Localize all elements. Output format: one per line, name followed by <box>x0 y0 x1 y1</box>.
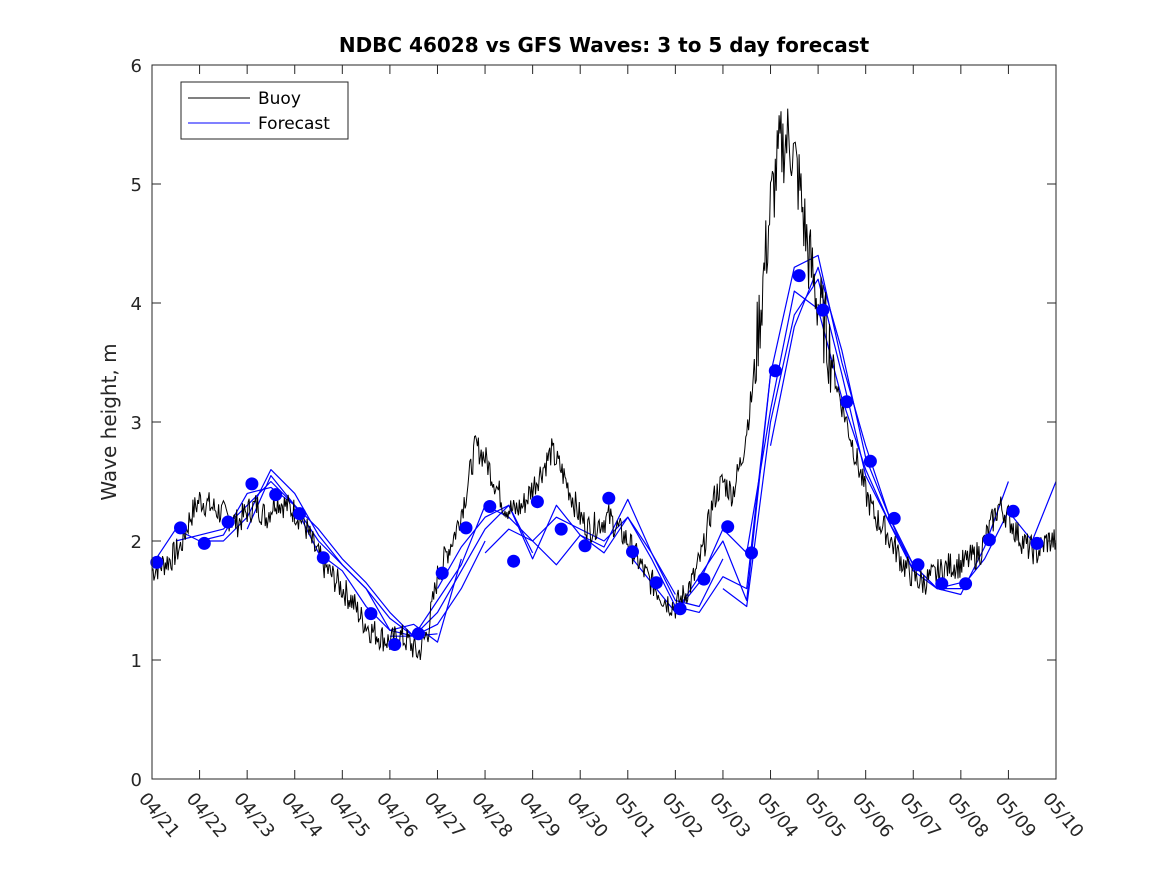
x-tick-label: 04/27 <box>420 789 469 842</box>
y-axis-label: Wave height, m <box>97 343 121 500</box>
forecast-marker <box>221 515 235 529</box>
forecast-marker <box>364 607 378 621</box>
legend-label-forecast: Forecast <box>258 114 330 134</box>
forecast-marker <box>1030 536 1044 550</box>
forecast-marker <box>174 521 187 535</box>
forecast-marker <box>435 566 449 580</box>
forecast-marker <box>959 577 973 591</box>
x-tick-label: 04/26 <box>372 789 421 842</box>
forecast-marker <box>982 533 996 547</box>
forecast-marker <box>197 536 211 550</box>
x-tick-label: 04/30 <box>562 789 611 842</box>
forecast-marker <box>1006 504 1020 518</box>
forecast-run-line-6 <box>484 374 772 614</box>
x-tick-label: 04/23 <box>229 789 278 842</box>
y-tick-label: 5 <box>131 175 142 196</box>
x-tick-label: 05/07 <box>895 789 944 842</box>
x-tick-label: 04/29 <box>515 789 564 842</box>
forecast-marker <box>459 521 473 535</box>
x-tick-label: 05/04 <box>753 789 802 842</box>
forecast-marker <box>245 477 259 491</box>
x-tick-label: 05/01 <box>610 789 659 842</box>
forecast-marker <box>792 269 806 283</box>
forecast-marker <box>673 602 687 616</box>
forecast-marker <box>388 638 402 651</box>
x-tick-label: 05/02 <box>658 789 707 842</box>
forecast-marker <box>150 555 164 569</box>
x-tick-label: 04/24 <box>277 789 326 842</box>
y-axis: 0 1 2 3 4 5 6 <box>131 56 1056 791</box>
plot-background <box>152 65 1056 779</box>
forecast-marker <box>911 558 925 572</box>
y-tick-label: 4 <box>131 294 142 315</box>
forecast-marker <box>411 627 425 641</box>
forecast-marker <box>626 545 639 559</box>
forecast-run-line-9 <box>722 278 1009 608</box>
forecast-marker <box>602 491 616 505</box>
forecast-marker <box>530 495 544 509</box>
forecast-marker <box>768 364 782 378</box>
legend-box <box>180 81 349 140</box>
x-tick-label: 05/06 <box>848 789 897 842</box>
forecast-marker <box>935 577 949 591</box>
forecast-marker <box>887 511 901 525</box>
forecast-marker <box>745 546 758 560</box>
forecast-marker <box>816 303 830 317</box>
x-tick-label: 05/03 <box>705 789 754 842</box>
x-tick-label: 04/22 <box>182 789 231 842</box>
x-tick-label: 05/05 <box>800 789 849 842</box>
forecast-marker <box>863 454 877 468</box>
forecast-marker <box>578 539 592 553</box>
forecast-run-line-1 <box>175 480 462 643</box>
legend: Buoy Forecast <box>180 81 349 140</box>
forecast-marker <box>721 520 735 534</box>
forecast-marker <box>554 522 568 536</box>
x-tick-label: 04/25 <box>324 789 373 842</box>
forecast-marker <box>840 395 854 409</box>
forecast-marker <box>697 572 711 586</box>
y-tick-label: 0 <box>131 770 142 791</box>
forecast-run-line-3 <box>246 475 534 637</box>
x-tick-label: 05/09 <box>991 789 1040 842</box>
forecast-marker <box>316 551 330 565</box>
forecast-marker <box>649 576 663 590</box>
y-tick-label: 2 <box>131 532 142 553</box>
chart-title: NDBC 46028 vs GFS Waves: 3 to 5 day fore… <box>339 33 870 57</box>
forecast-marker <box>293 507 306 521</box>
y-tick-label: 1 <box>131 651 142 672</box>
legend-label-buoy: Buoy <box>258 89 301 109</box>
x-tick-label: 04/21 <box>134 789 183 842</box>
x-tick-label: 05/10 <box>1038 789 1087 842</box>
plot-content <box>150 108 1057 661</box>
forecast-marker <box>269 488 283 502</box>
forecast-marker <box>483 500 497 513</box>
y-tick-label: 6 <box>131 56 142 77</box>
x-tick-label: 05/08 <box>943 789 992 842</box>
y-tick-label: 3 <box>131 413 142 434</box>
forecast-marker <box>507 554 521 568</box>
x-tick-label: 04/28 <box>467 789 516 842</box>
